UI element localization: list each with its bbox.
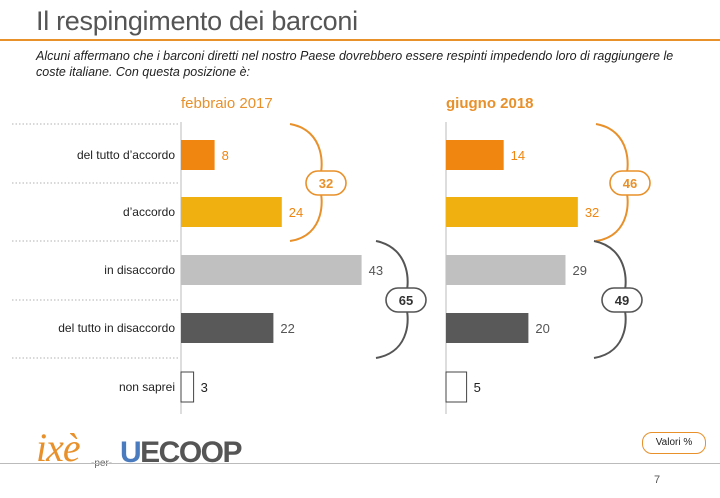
bar	[181, 140, 215, 170]
series-title: febbraio 2017	[181, 95, 273, 112]
bar	[445, 371, 468, 403]
agree-total-value: 46	[623, 176, 637, 191]
data-label: 20	[535, 321, 549, 336]
title-divider	[0, 39, 720, 41]
data-label: 5	[474, 380, 481, 395]
category-label: del tutto d’accordo	[77, 148, 175, 162]
bar	[181, 255, 362, 285]
data-label: 24	[289, 205, 303, 220]
bar	[181, 197, 282, 227]
agree-total-value: 32	[319, 176, 333, 191]
footer-divider	[0, 463, 720, 464]
bar	[181, 313, 274, 343]
series-title: giugno 2018	[446, 95, 534, 112]
data-label: 3	[201, 380, 208, 395]
page-title: Il respingimento dei barconi	[36, 6, 358, 36]
bar	[446, 140, 504, 170]
data-label: 32	[585, 205, 599, 220]
category-label: del tutto in disaccordo	[58, 321, 175, 335]
data-label: 22	[280, 321, 294, 336]
bar	[180, 371, 195, 403]
category-label: d’accordo	[123, 205, 175, 219]
category-label: non saprei	[119, 380, 175, 394]
question-text: Alcuni affermano che i barconi diretti n…	[36, 49, 674, 79]
uecoop-logo: UECOOP	[120, 436, 243, 469]
disagree-total-badge	[385, 287, 427, 313]
data-label: 29	[572, 263, 586, 278]
values-unit-badge: Valori %	[642, 432, 706, 454]
agree-total-badge	[305, 170, 347, 196]
bar	[446, 255, 566, 285]
category-label: in disaccordo	[104, 263, 175, 277]
logo-area: ixè -per- UECOOP	[0, 424, 250, 474]
data-label: 8	[222, 148, 229, 163]
bar	[446, 197, 578, 227]
bar	[446, 313, 529, 343]
ixe-logo: ixè	[36, 425, 81, 470]
disagree-total-badge	[601, 287, 643, 313]
disagree-total-value: 49	[615, 293, 629, 308]
disagree-total-value: 65	[399, 293, 413, 308]
agree-total-badge	[609, 170, 651, 196]
data-label: 43	[369, 263, 383, 278]
page-number: 7	[654, 474, 661, 486]
data-label: 14	[511, 148, 525, 163]
